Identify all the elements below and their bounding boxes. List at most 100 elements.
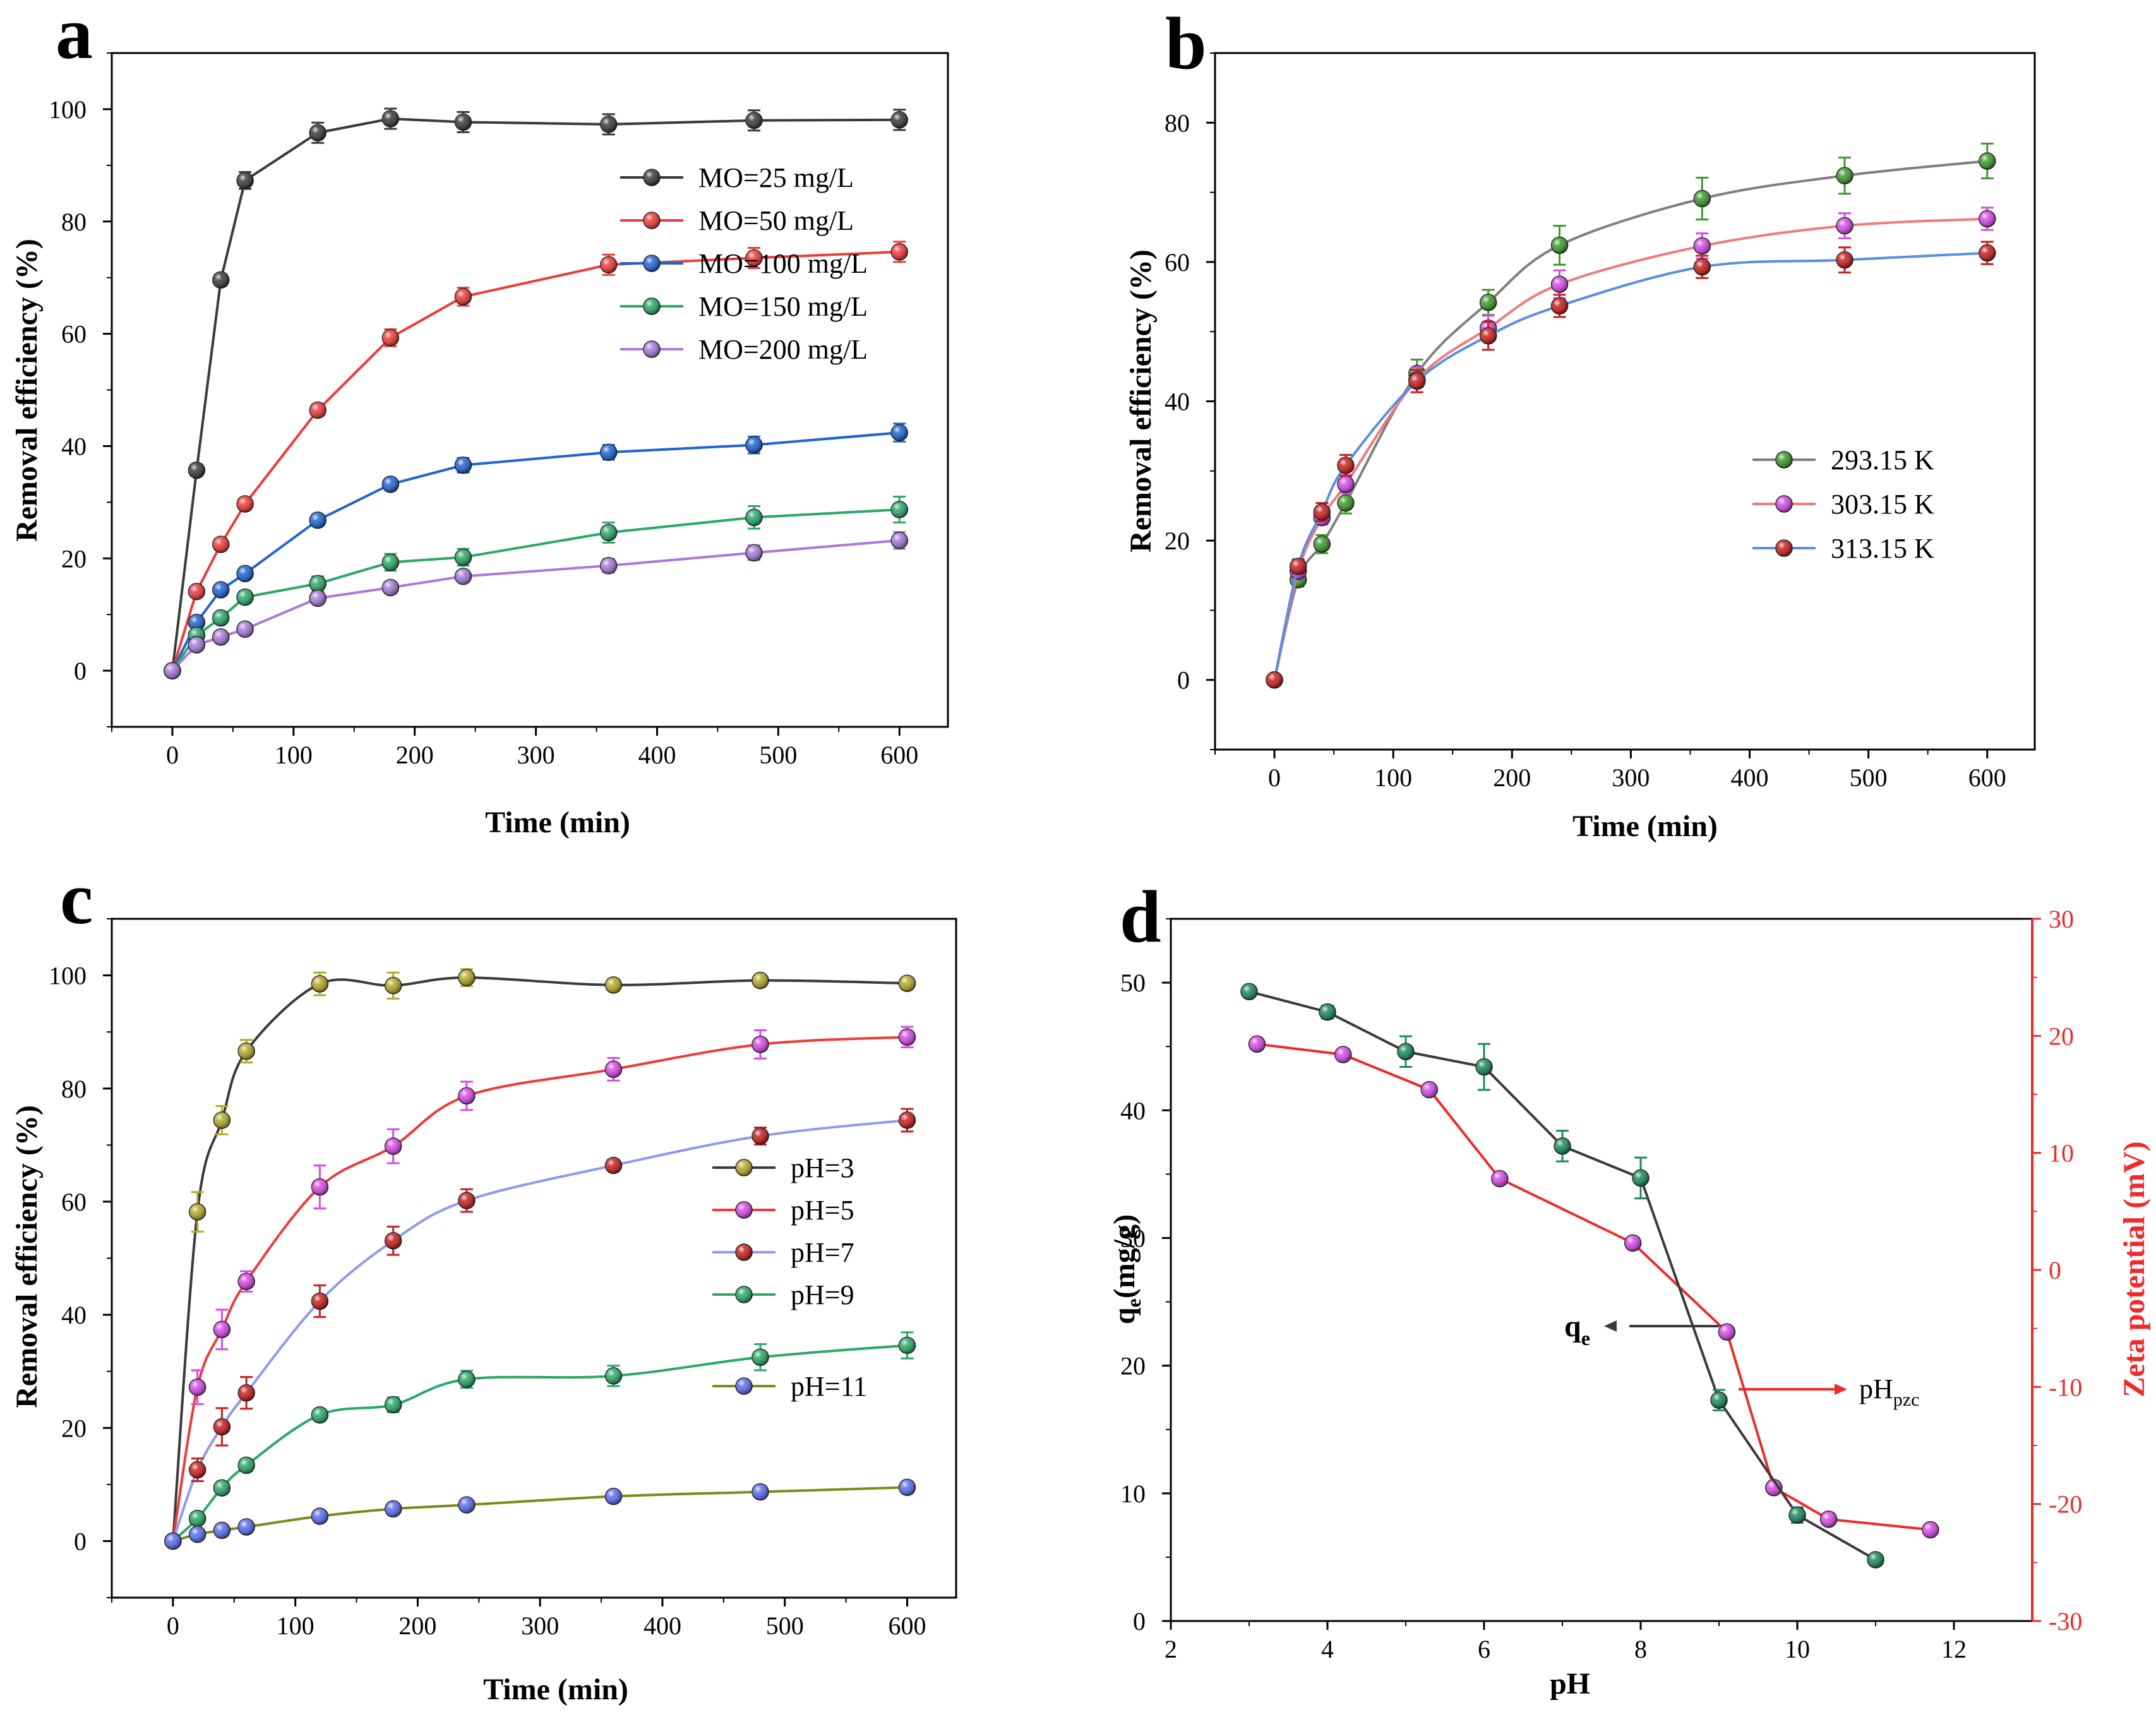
panel-a-legend-marker-1 bbox=[643, 212, 661, 229]
panel-c-series-2-point-2 bbox=[213, 1418, 231, 1436]
panel-b-plot-frame bbox=[1214, 52, 2036, 751]
panel-b-series-2-point-1 bbox=[1289, 558, 1307, 575]
panel-c-series-2-point-8-shine bbox=[752, 1128, 769, 1144]
panel-a-legend-label-0: MO=25 mg/L bbox=[698, 162, 854, 193]
panel-d-series-0-point-6 bbox=[1710, 1391, 1728, 1409]
panel-c-axes: 0 100 200 300 400 500 600 0 20 40 60 80 100 bbox=[49, 918, 926, 1640]
panel-b-series-1-point-7 bbox=[1693, 237, 1711, 255]
panel-a-series-1-point-3 bbox=[236, 495, 254, 513]
panel-c-series-2-point-5 bbox=[384, 1231, 402, 1250]
panel-c-series-3-point-5 bbox=[384, 1396, 402, 1414]
panel-b-legend-label-2: 313.15 K bbox=[1831, 533, 1934, 564]
panel-a-series-0-point-5-shine bbox=[382, 111, 399, 128]
panel-c-ytick-label-0: 0 bbox=[74, 1527, 87, 1555]
panel-a: a 0 100 200 300 400 500 600 0 20 40 60 80 100 MO=25 … bbox=[10, 0, 949, 839]
panel-c-legend: pH=3 pH=5 pH=7 pH=9 pH=11 bbox=[712, 1152, 867, 1402]
panel-c-series-3-point-5-shine bbox=[385, 1396, 402, 1413]
panel-a-series-2-point-4-shine bbox=[309, 512, 326, 529]
panel-a-series-1-point-1 bbox=[188, 582, 206, 601]
panel-a-series-2-point-8-shine bbox=[745, 436, 762, 453]
panel-b-series-0-point-9-shine bbox=[1979, 152, 1996, 169]
panel-b-xtick-label-0: 0 bbox=[1268, 763, 1281, 792]
panel-b-legend-marker-2 bbox=[1775, 539, 1793, 557]
panel-a-series-4-point-4-shine bbox=[309, 590, 326, 607]
panel-b-legend-marker-0 bbox=[1775, 451, 1793, 469]
panel-c-letter: c bbox=[60, 857, 93, 940]
panel-b-series-2-point-3 bbox=[1337, 457, 1355, 474]
panel-d-annotation-pzc-label: pHpzc bbox=[1859, 1373, 1919, 1410]
panel-c-series-1-point-5 bbox=[384, 1137, 402, 1155]
panel-a-series-3-point-2-shine bbox=[212, 609, 229, 626]
panel-b-series-2-point-9 bbox=[1979, 244, 1996, 262]
panel-b-series-1-point-6-shine bbox=[1551, 276, 1568, 293]
panel-c-xlabel: Time (min) bbox=[483, 1673, 628, 1706]
panel-d-xtick-label-3: 8 bbox=[1634, 1635, 1647, 1663]
panel-a-series-1-point-2-shine bbox=[212, 536, 229, 553]
panel-a-legend-marker-0 bbox=[643, 169, 661, 186]
panel-a-series-4-point-0 bbox=[164, 662, 181, 679]
panel-c-series-4-point-7 bbox=[604, 1487, 623, 1505]
panel-b-ytick-label-1: 20 bbox=[1165, 527, 1190, 555]
panel-d-series-0-point-3-shine bbox=[1476, 1058, 1492, 1075]
panel-c-series-2 bbox=[164, 1108, 916, 1550]
panel-a-legend-item-4: MO=200 mg/L bbox=[620, 334, 868, 365]
panel-a-xtick-label-2: 200 bbox=[396, 741, 434, 769]
panel-b-axes: 0 100 200 300 400 500 600 0 20 40 60 80 bbox=[1165, 52, 2006, 792]
panel-b-series-2-point-8-shine bbox=[1836, 251, 1854, 268]
panel-c-series-3-point-1 bbox=[188, 1509, 207, 1528]
panel-c-series-1-point-5-shine bbox=[385, 1138, 402, 1155]
panel-d-series-1 bbox=[1248, 1035, 1939, 1539]
panel-c-series-0-point-1 bbox=[188, 1203, 207, 1221]
panel-b-series-0-point-8 bbox=[1836, 167, 1854, 184]
panel-d-xtick-label-1: 4 bbox=[1321, 1635, 1334, 1663]
panel-a-series-0-point-9-shine bbox=[891, 111, 908, 128]
panel-b-series-2-point-4 bbox=[1408, 372, 1426, 390]
panel-b-xtick-label-4: 400 bbox=[1731, 763, 1769, 792]
panel-c-series-2-point-3 bbox=[237, 1384, 255, 1402]
panel-c-series-1-point-8 bbox=[752, 1036, 769, 1053]
panel-c-legend-item-4: pH=11 bbox=[712, 1371, 867, 1402]
panel-d-series-1-point-1 bbox=[1334, 1046, 1352, 1063]
panel-a-series-3-point-8 bbox=[745, 508, 763, 527]
panel-b-xlabel: Time (min) bbox=[1572, 810, 1718, 843]
panel-a-series-3-point-7 bbox=[599, 523, 618, 542]
panel-a-series-3-point-5 bbox=[381, 553, 400, 571]
panel-b-series-0-point-8-shine bbox=[1836, 167, 1854, 184]
panel-a-series-0-point-9 bbox=[890, 111, 908, 129]
panel-d-series-0-point-0 bbox=[1240, 983, 1258, 1000]
panel-d-annotation-qe-arrowhead bbox=[1604, 1320, 1617, 1332]
panel-d-ytick-right-label-0: -30 bbox=[2049, 1607, 2082, 1636]
panel-a-series-3-point-3 bbox=[236, 588, 254, 606]
panel-a-series-3-point-3-shine bbox=[237, 589, 254, 606]
panel-d-series-1-point-2 bbox=[1420, 1080, 1438, 1099]
panel-c-legend-marker-0-shine bbox=[736, 1159, 752, 1176]
panel-a-ytick-label-0: 0 bbox=[74, 657, 87, 685]
panel-b-series-2-point-0 bbox=[1266, 671, 1283, 689]
panel-a-xtick-label-0: 0 bbox=[166, 741, 179, 769]
panel-a-series-3-point-9 bbox=[890, 501, 908, 518]
panel-a-series-0-point-5 bbox=[381, 110, 400, 128]
panel-d-series-0-point-4 bbox=[1554, 1137, 1571, 1155]
panel-c-series-4-point-6 bbox=[458, 1496, 476, 1514]
panel-d-series-0-point-0-shine bbox=[1241, 983, 1257, 1000]
panel-a-series-4-point-3-shine bbox=[237, 621, 254, 638]
panel-d-series-0-point-2 bbox=[1397, 1043, 1415, 1061]
panel-b-series-0 bbox=[1266, 142, 1996, 689]
panel-d-ytick-label-3: 30 bbox=[1120, 1224, 1146, 1252]
panel-d-annotation-pzc-sub: pzc bbox=[1893, 1389, 1920, 1410]
panel-b-series-0-point-6 bbox=[1550, 236, 1569, 254]
panel-a-series-2-point-6 bbox=[454, 456, 472, 474]
panel-a-series-0-point-1-shine bbox=[188, 462, 205, 479]
panel-b-series-1-point-3 bbox=[1337, 476, 1355, 493]
panel-d-ytick-right-label-3: 0 bbox=[2049, 1256, 2061, 1284]
panel-a-series-3-point-6-shine bbox=[455, 549, 472, 566]
panel-c-legend-marker-4-shine bbox=[736, 1378, 752, 1394]
panel-c-series-4-point-3 bbox=[237, 1518, 255, 1536]
panel-d-annotation-pzc-arrowhead bbox=[1835, 1384, 1847, 1396]
panel-d-series-0-point-3 bbox=[1475, 1058, 1493, 1076]
panel-d-series-0-point-8 bbox=[1867, 1551, 1884, 1569]
panel-b-series-1-point-6 bbox=[1550, 275, 1569, 293]
panel-b-series-2-point-0-shine bbox=[1266, 671, 1283, 688]
panel-a-series-1-line bbox=[171, 250, 900, 671]
panel-a-series-2-point-2-shine bbox=[212, 582, 229, 599]
